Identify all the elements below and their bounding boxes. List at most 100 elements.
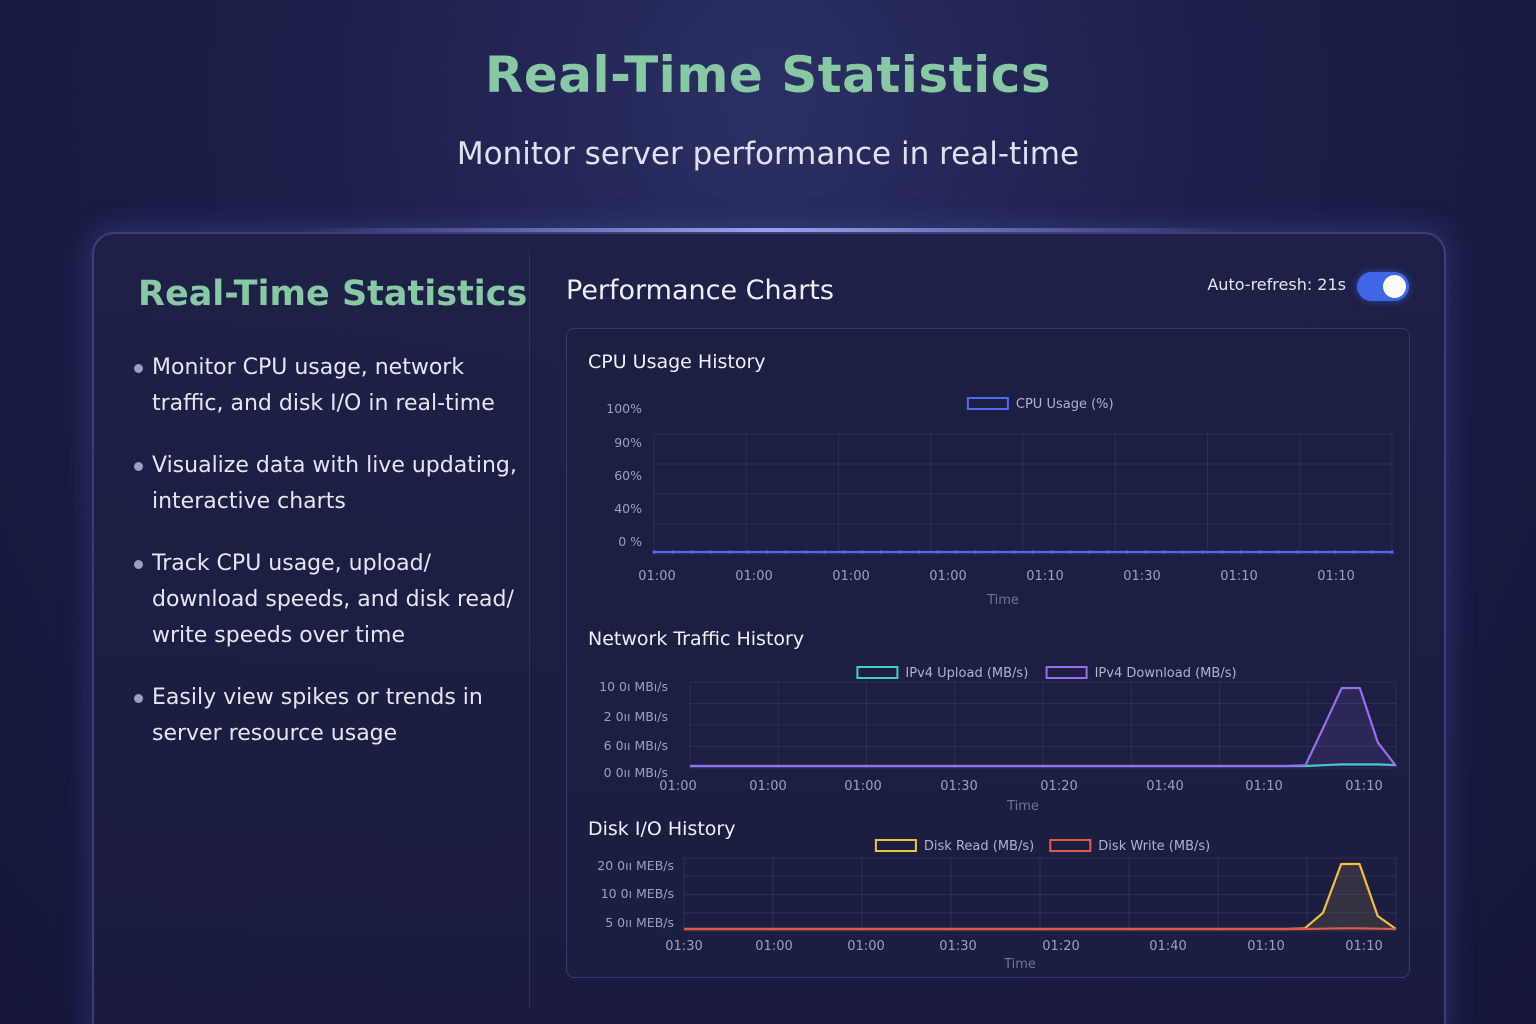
legend-label: IPv4 Download (MB/s) xyxy=(1095,666,1237,681)
legend-swatch xyxy=(1049,839,1092,852)
y-tick-label: 2 0ıı MBı/s xyxy=(604,709,668,724)
feature-list: Monitor CPU usage, network traffic, and … xyxy=(132,350,532,778)
data-point xyxy=(1295,550,1299,554)
auto-refresh-toggle[interactable] xyxy=(1357,272,1409,301)
feature-text: Visualize data with live updating, inter… xyxy=(152,453,517,514)
feature-item: Visualize data with live updating, inter… xyxy=(132,448,532,520)
x-tick-label: 01:00 xyxy=(755,939,792,954)
card-glow xyxy=(300,228,1236,232)
y-tick-label: 10 0ı MEB/s xyxy=(601,886,674,901)
card-divider xyxy=(529,250,530,1010)
x-tick-label: 01:10 xyxy=(1345,779,1382,794)
data-point xyxy=(955,550,959,554)
charts-svg: CPU Usage History CPU Usage (%) 100% 90% 60%… xyxy=(588,351,1397,972)
x-tick-label: 01:30 xyxy=(665,939,702,954)
data-point xyxy=(690,550,694,554)
x-tick-label: 01:10 xyxy=(1317,569,1354,584)
charts-panel xyxy=(566,328,1410,978)
legend-swatch xyxy=(966,397,1009,410)
feature-text: Track CPU usage, upload/ download speeds… xyxy=(152,551,514,648)
auto-refresh-label: Auto-refresh: 21s xyxy=(1207,275,1346,294)
data-point xyxy=(936,550,940,554)
data-point xyxy=(1333,550,1337,554)
y-tick-label: 10 0ı MBı/s xyxy=(599,679,668,694)
x-tick-label: 01:40 xyxy=(1146,779,1183,794)
data-point xyxy=(1049,550,1053,554)
x-tick-label: 01:30 xyxy=(939,939,976,954)
data-point xyxy=(860,550,864,554)
x-axis-label: Time xyxy=(986,593,1019,608)
y-tick-label: 0 0ıı MBı/s xyxy=(604,765,668,780)
y-tick-label: 5 0ıı MEB/s xyxy=(605,915,674,930)
x-tick-label: 01:00 xyxy=(832,569,869,584)
series-line xyxy=(690,686,1397,768)
legend-label: IPv4 Upload (MB/s) xyxy=(905,666,1028,681)
data-point xyxy=(1257,550,1262,554)
x-tick-label: 01:10 xyxy=(1247,939,1284,954)
data-point xyxy=(841,550,845,554)
bullet-icon xyxy=(134,560,143,569)
data-point xyxy=(1314,550,1318,554)
chart-title: Network Traffic History xyxy=(588,628,804,650)
hero-subtitle: Monitor server performance in real-time xyxy=(456,136,1080,172)
data-point xyxy=(1068,550,1072,554)
x-tick-label: 01:40 xyxy=(1149,939,1186,954)
data-point xyxy=(709,550,713,554)
data-point xyxy=(1220,550,1224,554)
chart-title: CPU Usage History xyxy=(588,351,766,373)
data-point xyxy=(1390,550,1394,554)
legend-label: Disk Write (MB/s) xyxy=(1098,839,1210,854)
data-point xyxy=(898,550,902,554)
data-point xyxy=(1182,550,1186,554)
y-tick-label: 0 % xyxy=(618,534,642,549)
data-point xyxy=(1276,550,1281,554)
legend-label: Disk Read (MB/s) xyxy=(924,839,1034,854)
data-point xyxy=(803,550,807,554)
legend-swatch xyxy=(874,839,917,852)
data-point xyxy=(1163,550,1167,554)
x-tick-label: 01:20 xyxy=(1042,939,1079,954)
bullet-icon xyxy=(134,462,143,471)
x-tick-label: 01:10 xyxy=(1245,779,1282,794)
x-tick-label: 01:30 xyxy=(940,779,977,794)
feature-item: Monitor CPU usage, network traffic, and … xyxy=(132,350,532,422)
hero-title: Real-Time Statistics xyxy=(484,46,1052,104)
data-point xyxy=(1087,550,1091,554)
data-point xyxy=(879,550,883,554)
data-point xyxy=(1239,550,1243,554)
data-point xyxy=(1106,550,1110,554)
x-tick-label: 01:10 xyxy=(1026,569,1063,584)
x-tick-label: 01:00 xyxy=(749,779,786,794)
data-point xyxy=(822,550,826,554)
x-tick-label: 01:10 xyxy=(1345,939,1382,954)
x-tick-label: 01:00 xyxy=(735,569,772,584)
x-tick-label: 01:00 xyxy=(638,569,675,584)
legend-swatch xyxy=(856,666,899,679)
x-tick-label: 01:30 xyxy=(1123,569,1160,584)
y-tick-label: 40% xyxy=(614,501,642,516)
series-line xyxy=(684,927,1397,931)
bullet-icon xyxy=(134,694,143,703)
x-tick-label: 01:00 xyxy=(847,939,884,954)
bullet-icon xyxy=(134,364,143,373)
data-point xyxy=(747,550,751,554)
y-tick-label: 20 0ıı MEB/s xyxy=(597,858,674,873)
data-point xyxy=(1144,550,1148,554)
data-point xyxy=(784,550,789,554)
data-point xyxy=(1011,550,1016,554)
performance-title: Performance Charts xyxy=(566,275,834,306)
legend-label: CPU Usage (%) xyxy=(1016,397,1114,412)
feature-text: Easily view spikes or trends in server r… xyxy=(152,685,483,746)
data-point xyxy=(765,550,770,554)
series-area xyxy=(684,864,1396,929)
feature-text: Monitor CPU usage, network traffic, and … xyxy=(152,355,495,416)
data-point xyxy=(671,550,675,554)
y-tick-label: 60% xyxy=(614,468,642,483)
data-point xyxy=(974,550,978,554)
x-tick-label: 01:10 xyxy=(1220,569,1257,584)
x-axis-label: Time xyxy=(1003,957,1036,972)
chart-title: Disk I/O History xyxy=(588,818,735,840)
feature-item: Track CPU usage, upload/ download speeds… xyxy=(132,546,532,654)
toggle-knob xyxy=(1383,275,1406,298)
data-point xyxy=(652,550,656,554)
